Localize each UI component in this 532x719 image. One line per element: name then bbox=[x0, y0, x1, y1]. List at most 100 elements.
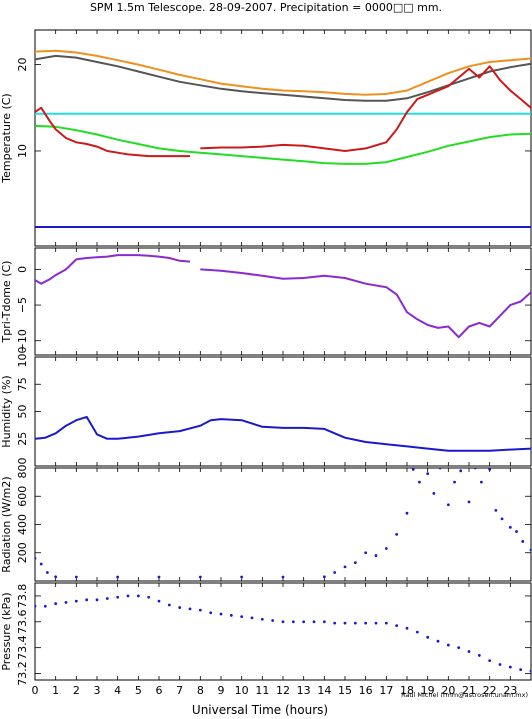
y-tick-label: 50 bbox=[16, 405, 29, 419]
x-axis: 0 1 2 3 4 5 6 7 8 9 10 11 12 13 14 15 16 17 18 19 20 21 22 23 bbox=[32, 684, 518, 697]
x-axis-label: Universal Time (hours) bbox=[192, 703, 328, 717]
x-tick-label: 16 bbox=[359, 684, 373, 697]
data-point bbox=[426, 472, 430, 476]
data-point bbox=[333, 571, 337, 574]
data-point bbox=[198, 575, 202, 579]
panel-frame bbox=[34, 467, 532, 582]
panel-frame bbox=[34, 247, 532, 356]
data-point bbox=[302, 620, 306, 624]
data-point bbox=[395, 624, 399, 628]
y-tick-label: 10 bbox=[16, 144, 29, 158]
x-tick-label: 13 bbox=[297, 684, 311, 697]
data-point bbox=[473, 468, 477, 470]
data-point bbox=[488, 659, 492, 662]
data-point bbox=[480, 480, 483, 484]
data-point bbox=[384, 621, 388, 625]
data-point bbox=[64, 601, 68, 604]
chart-title: SPM 1.5m Telescope. 28-09-2007. Precipit… bbox=[90, 1, 442, 14]
data-point bbox=[436, 639, 440, 643]
x-tick-label: 14 bbox=[317, 684, 331, 697]
data-point bbox=[405, 626, 409, 630]
panel-1: 10 20 Temperature (C) bbox=[0, 29, 532, 247]
data-point bbox=[250, 616, 254, 620]
data-point bbox=[432, 492, 436, 495]
series-line-red bbox=[35, 106, 190, 158]
data-point bbox=[74, 599, 78, 603]
x-tick-label: 0 bbox=[32, 684, 39, 697]
data-point bbox=[529, 669, 531, 673]
data-point bbox=[374, 621, 378, 625]
data-point bbox=[529, 548, 531, 552]
data-point bbox=[43, 604, 47, 608]
y-axis-label: Tpri-Tdome (C) bbox=[0, 261, 13, 344]
x-tick-label: 6 bbox=[156, 684, 163, 697]
data-point bbox=[74, 575, 78, 579]
data-point bbox=[39, 562, 43, 566]
data-point bbox=[198, 608, 202, 612]
x-tick-label: 5 bbox=[135, 684, 142, 697]
x-tick-label: 1 bbox=[52, 684, 59, 697]
data-point bbox=[240, 615, 244, 619]
data-point bbox=[281, 575, 285, 579]
data-point bbox=[333, 621, 337, 625]
y-tick-label: 20 bbox=[16, 58, 29, 72]
data-point bbox=[178, 606, 182, 609]
data-point bbox=[364, 621, 368, 625]
x-tick-label: 15 bbox=[338, 684, 352, 697]
x-tick-label: 11 bbox=[255, 684, 269, 697]
data-point bbox=[521, 540, 525, 543]
series-line-blue bbox=[35, 415, 531, 452]
data-point bbox=[418, 480, 421, 484]
data-point bbox=[157, 575, 161, 579]
data-point bbox=[322, 575, 326, 579]
x-tick-label: 8 bbox=[197, 684, 204, 697]
data-point bbox=[453, 480, 456, 484]
y-tick-label: 400 bbox=[16, 514, 29, 535]
data-point bbox=[353, 621, 357, 625]
data-point bbox=[35, 604, 37, 608]
data-point bbox=[467, 650, 471, 653]
data-point bbox=[364, 551, 368, 555]
data-point bbox=[157, 599, 161, 603]
x-tick-label: 4 bbox=[114, 684, 121, 697]
panel-frame bbox=[34, 582, 532, 681]
x-tick-label: 22 bbox=[483, 684, 497, 697]
y-axis-label: Temperature (C) bbox=[0, 93, 13, 183]
data-point bbox=[271, 619, 275, 622]
data-point bbox=[343, 565, 347, 569]
data-point bbox=[446, 503, 450, 507]
data-point bbox=[384, 547, 388, 550]
y-tick-label: 25 bbox=[16, 432, 29, 446]
data-point bbox=[312, 620, 316, 624]
y-tick-label: 73.4 bbox=[16, 635, 29, 660]
data-point bbox=[457, 646, 461, 650]
x-tick-label: 2 bbox=[73, 684, 80, 697]
y-axis-label: Radiation (W/m2) bbox=[0, 476, 13, 572]
data-point bbox=[405, 511, 409, 515]
data-point bbox=[54, 575, 58, 579]
plot-area bbox=[35, 594, 531, 673]
data-point bbox=[281, 620, 285, 624]
y-tick-label: 800 bbox=[16, 458, 29, 479]
data-point bbox=[46, 571, 49, 574]
data-point bbox=[508, 665, 512, 669]
data-point bbox=[343, 621, 347, 625]
y-tick-label: 200 bbox=[16, 542, 29, 563]
x-tick-label: 10 bbox=[235, 684, 249, 697]
data-point bbox=[240, 575, 244, 579]
data-point bbox=[136, 594, 140, 598]
data-point bbox=[519, 668, 523, 672]
y-tick-label: −5 bbox=[16, 297, 29, 313]
series-line-purple bbox=[35, 254, 191, 285]
data-point bbox=[116, 575, 120, 579]
y-tick-label: 75 bbox=[16, 377, 29, 391]
y-tick-label: 0 bbox=[16, 266, 29, 273]
series-line-green bbox=[35, 124, 531, 165]
data-point bbox=[209, 611, 213, 615]
y-tick-label: −10 bbox=[16, 329, 29, 352]
panel-frame bbox=[34, 356, 532, 467]
y-tick-label: 600 bbox=[16, 486, 29, 507]
